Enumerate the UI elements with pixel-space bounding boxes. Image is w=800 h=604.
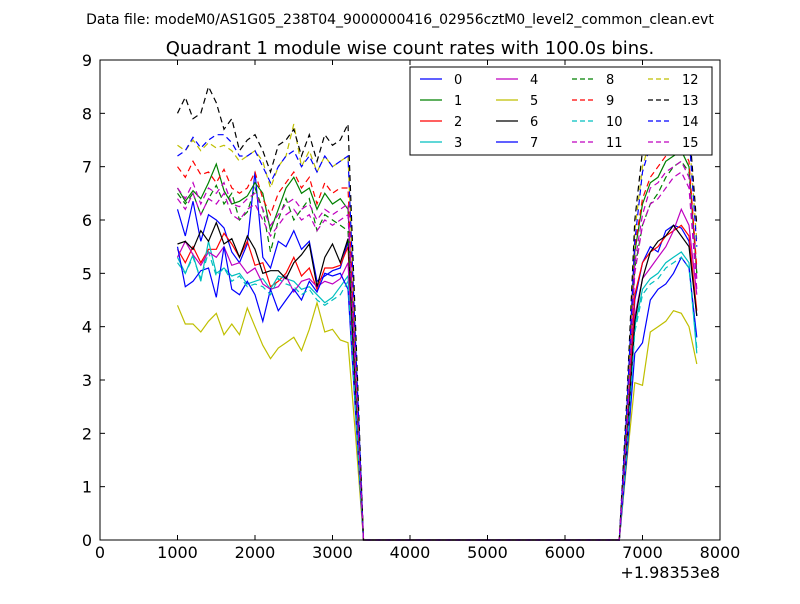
legend-label-3: 3 [454,136,462,151]
x-tick-label: 0 [95,543,105,562]
x-tick-label: 6000 [545,543,586,562]
legend-label-1: 1 [454,94,462,109]
legend-label-5: 5 [530,94,538,109]
x-tick-label: 3000 [312,543,353,562]
legend-label-15: 15 [682,136,699,151]
y-tick-label: 8 [82,104,92,123]
legend-label-14: 14 [682,115,699,130]
x-tick-label: 1000 [157,543,198,562]
x-axis-offset-label: +1.98353e8 [620,563,720,582]
x-tick-label: 8000 [700,543,741,562]
legend-label-12: 12 [682,73,699,88]
x-tick-label: 2000 [235,543,276,562]
legend-label-13: 13 [682,94,699,109]
legend-label-6: 6 [530,115,538,130]
legend-label-11: 11 [606,136,623,151]
y-tick-label: 3 [82,371,92,390]
legend-label-2: 2 [454,115,462,130]
y-tick-label: 6 [82,211,92,230]
datafile-label: Data file: modeM0/AS1G05_238T04_90000004… [86,12,714,28]
y-tick-label: 1 [82,478,92,497]
x-tick-label: 5000 [467,543,508,562]
y-tick-label: 5 [82,264,92,283]
chart-title: Quadrant 1 module wise count rates with … [166,38,655,59]
legend-label-4: 4 [530,73,538,88]
y-tick-label: 0 [82,531,92,550]
y-tick-label: 4 [82,318,92,337]
x-tick-label: 7000 [622,543,663,562]
legend-label-9: 9 [606,94,614,109]
x-tick-label: 4000 [390,543,431,562]
legend-label-0: 0 [454,73,462,88]
legend-box [409,66,713,156]
legend-label-10: 10 [606,115,623,130]
y-tick-label: 7 [82,158,92,177]
y-tick-label: 2 [82,424,92,443]
legend-label-8: 8 [606,73,614,88]
y-tick-label: 9 [82,51,92,70]
legend-label-7: 7 [530,136,538,151]
